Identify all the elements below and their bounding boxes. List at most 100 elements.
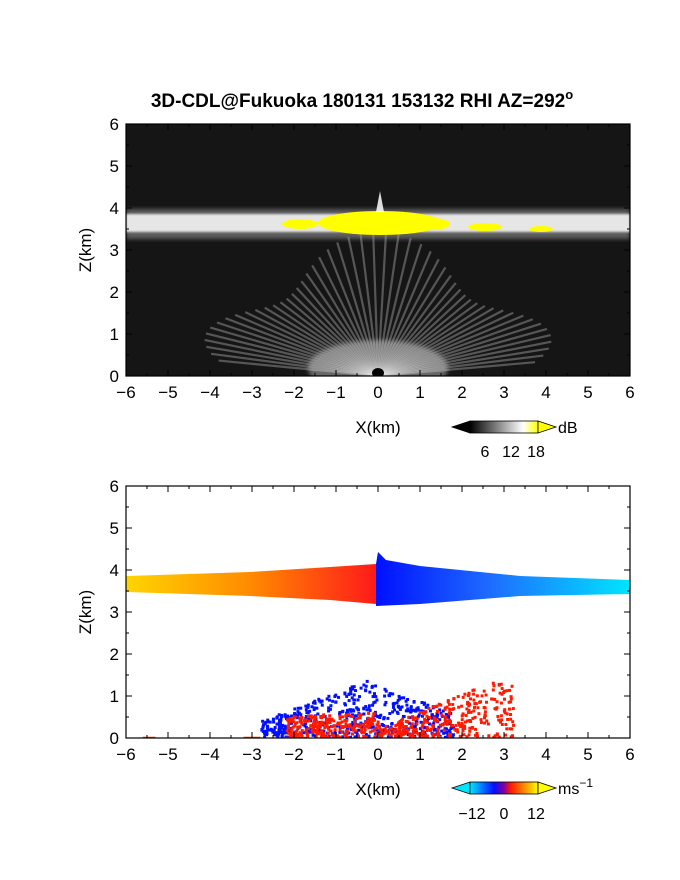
velocity-point-blue <box>395 701 399 705</box>
spike <box>376 191 384 212</box>
velocity-point-red <box>377 724 381 728</box>
velocity-point-blue <box>434 732 438 736</box>
velocity-point-blue <box>404 709 408 713</box>
x-tick-label: 2 <box>457 383 466 402</box>
velocity-point-red <box>321 735 325 738</box>
velocity-point-blue <box>391 702 395 706</box>
velocity-point-red <box>461 727 465 731</box>
velocity-point-blue <box>320 703 324 707</box>
velocity-point-red <box>393 734 397 738</box>
colorbar-2-bar <box>469 781 539 795</box>
velocity-point-blue <box>408 709 412 713</box>
velocity-point-blue <box>304 708 308 712</box>
velocity-point-blue <box>416 715 420 719</box>
velocity-point-red <box>294 735 298 738</box>
velocity-point-blue <box>423 726 427 730</box>
chart-title: 3D-CDL@Fukuoka 180131 153132 RHI AZ=292o <box>151 87 573 112</box>
velocity-point-blue <box>364 732 368 736</box>
velocity-point-blue <box>303 724 307 728</box>
velocity-point-red <box>420 725 424 729</box>
velocity-point-blue <box>396 735 400 738</box>
velocity-point-red <box>289 729 293 733</box>
velocity-point-blue <box>386 735 390 738</box>
x-tick-label: −5 <box>158 383 177 402</box>
velocity-point-blue <box>430 713 434 717</box>
velocity-point-blue <box>387 693 391 697</box>
velocity-point-red <box>364 735 368 738</box>
velocity-point-red <box>442 722 446 726</box>
velocity-point-red <box>467 704 471 708</box>
velocity-point-red <box>399 721 403 725</box>
velocity-point-red <box>330 733 334 737</box>
velocity-point-red <box>425 734 429 738</box>
velocity-point-red <box>421 735 425 738</box>
velocity-point-blue <box>320 699 324 703</box>
velocity-point-red <box>375 733 379 737</box>
velocity-point-red <box>484 693 488 697</box>
velocity-point-blue <box>438 718 442 722</box>
velocity-point-red <box>427 706 431 710</box>
velocity-point-red <box>365 719 369 723</box>
velocity-point-blue <box>378 716 382 720</box>
velocity-point-red <box>300 715 304 719</box>
velocity-point-red <box>373 735 377 738</box>
velocity-point-red <box>387 729 391 733</box>
velocity-point-red <box>480 694 484 698</box>
velocity-point-red <box>409 725 413 729</box>
velocity-point-red <box>431 704 435 708</box>
velocity-point-red <box>375 730 379 734</box>
velocity-point-blue <box>443 735 447 738</box>
x-tick-label: 3 <box>499 383 508 402</box>
velocity-point-blue <box>311 733 315 737</box>
x-tick-label: 1 <box>415 745 424 764</box>
velocity-point-blue <box>283 731 287 735</box>
velocity-point-red <box>475 694 479 698</box>
velocity-point-blue <box>343 691 347 695</box>
colorbar-1-bar <box>469 420 539 434</box>
velocity-point-red <box>404 725 408 729</box>
velocity-point-red <box>502 709 506 713</box>
velocity-point-red <box>340 720 344 724</box>
velocity-point-red <box>432 735 436 738</box>
y-tick-label: 0 <box>110 367 119 386</box>
velocity-point-blue <box>343 702 347 706</box>
velocity-point-red <box>414 727 418 731</box>
velocity-point-blue <box>397 706 401 710</box>
velocity-point-blue <box>266 720 270 724</box>
velocity-point-blue <box>341 735 345 738</box>
velocity-point-red <box>504 723 508 727</box>
x-tick-label: −2 <box>284 745 303 764</box>
velocity-point-blue <box>388 692 392 696</box>
velocity-point-red <box>383 731 387 735</box>
velocity-point-red <box>507 700 511 704</box>
velocity-point-blue <box>398 707 402 711</box>
velocity-point-red <box>497 735 501 738</box>
velocity-point-red <box>411 715 415 719</box>
velocity-point-blue <box>424 705 428 709</box>
velocity-point-red <box>333 728 337 732</box>
velocity-point-blue <box>402 696 406 700</box>
velocity-point-blue <box>265 724 269 728</box>
velocity-point-red <box>339 725 343 729</box>
velocity-point-blue <box>438 708 442 712</box>
velocity-point-blue <box>379 713 383 717</box>
velocity-point-blue <box>396 698 400 702</box>
velocity-point-red <box>477 712 481 716</box>
velocity-point-blue <box>417 713 421 717</box>
velocity-point-red <box>304 729 308 733</box>
velocity-point-blue <box>441 709 445 713</box>
velocity-point-red <box>505 727 509 731</box>
velocity-point-red <box>374 726 378 730</box>
velocity-point-red <box>461 695 465 699</box>
velocity-point-red <box>461 712 465 716</box>
velocity-point-blue <box>374 684 378 688</box>
velocity-point-red <box>398 732 402 736</box>
velocity-point-blue <box>383 694 387 698</box>
velocity-point-red <box>372 712 376 716</box>
x-tick-label: −5 <box>158 745 177 764</box>
velocity-point-blue <box>407 709 411 713</box>
velocity-point-red <box>312 729 316 733</box>
velocity-point-red <box>345 718 349 722</box>
plot-area-2 <box>126 486 630 738</box>
